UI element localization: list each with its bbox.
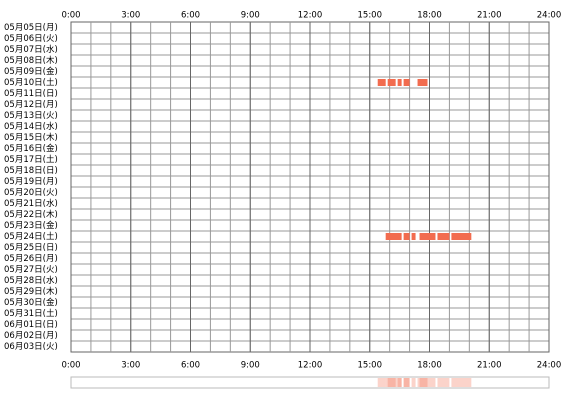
- row-label: 05月31日(土): [4, 308, 58, 319]
- row-label: 05月10日(土): [4, 77, 58, 88]
- x-tick-label: 21:00: [477, 11, 502, 21]
- row-label: 05月30日(金): [4, 297, 58, 308]
- activity-segment: [403, 233, 410, 240]
- row-label: 05月22日(木): [4, 209, 58, 220]
- row-label: 05月13日(火): [4, 111, 58, 121]
- row-label: 05月23日(金): [4, 220, 58, 231]
- x-tick-label: 18:00: [417, 361, 442, 371]
- row-label: 05月20日(火): [4, 188, 58, 198]
- row-label: 05月27日(火): [4, 265, 58, 275]
- row-label: 05月11日(日): [4, 89, 58, 99]
- activity-segment: [451, 233, 472, 240]
- row-label: 05月25日(日): [4, 243, 58, 253]
- x-tick-label: 3:00: [121, 11, 140, 21]
- summary-segment: [417, 378, 428, 387]
- row-label: 05月21日(水): [4, 198, 58, 209]
- row-label: 06月01日(日): [4, 320, 58, 330]
- summary-segment: [403, 378, 410, 387]
- x-tick-label: 18:00: [417, 11, 442, 21]
- activity-segment: [411, 233, 416, 240]
- row-label: 05月08日(木): [4, 55, 58, 66]
- x-tick-label: 0:00: [61, 11, 80, 21]
- activity-segment: [419, 233, 436, 240]
- row-label: 05月05日(月): [4, 23, 58, 33]
- row-label: 05月14日(水): [4, 121, 58, 132]
- x-tick-label: 9:00: [241, 11, 260, 21]
- summary-segment: [403, 378, 410, 387]
- activity-segment: [387, 79, 396, 86]
- row-label: 05月15日(木): [4, 132, 58, 143]
- summary-segment: [385, 378, 402, 387]
- activity-segment: [417, 79, 428, 86]
- summary-segment: [387, 378, 396, 387]
- activity-segment: [377, 79, 386, 86]
- x-tick-label: 3:00: [121, 361, 140, 371]
- x-tick-label: 15:00: [358, 11, 383, 21]
- row-label: 05月09日(金): [4, 66, 58, 77]
- row-label: 06月02日(月): [4, 331, 58, 341]
- summary-segment: [419, 378, 436, 387]
- row-label: 05月12日(月): [4, 100, 58, 110]
- row-label: 05月28日(水): [4, 275, 58, 286]
- row-label: 06月03日(火): [4, 342, 58, 352]
- row-label: 05月17日(土): [4, 154, 58, 165]
- activity-segment: [385, 233, 402, 240]
- row-label: 05月06日(火): [4, 34, 58, 44]
- summary-segment: [451, 378, 472, 387]
- x-tick-label: 12:00: [298, 361, 323, 371]
- activity-segment: [437, 233, 450, 240]
- x-tick-label: 12:00: [298, 11, 323, 21]
- x-tick-label: 24:00: [537, 11, 562, 21]
- row-label: 05月29日(木): [4, 286, 58, 297]
- row-label: 05月16日(金): [4, 143, 58, 154]
- x-tick-label: 6:00: [181, 361, 200, 371]
- summary-frame: [70, 376, 550, 389]
- row-label: 05月19日(月): [4, 177, 58, 187]
- x-tick-label: 15:00: [358, 361, 383, 371]
- row-label: 05月07日(水): [4, 44, 58, 55]
- summary-segment: [437, 378, 450, 387]
- x-tick-label: 9:00: [241, 361, 260, 371]
- summary-segment: [411, 378, 416, 387]
- row-label: 05月18日(日): [4, 166, 58, 176]
- activity-segment: [403, 79, 410, 86]
- row-label: 05月26日(月): [4, 254, 58, 264]
- row-label: 05月24日(土): [4, 231, 58, 242]
- x-tick-label: 0:00: [61, 361, 80, 371]
- x-tick-label: 6:00: [181, 11, 200, 21]
- summary-segment: [397, 378, 402, 387]
- x-tick-label: 24:00: [537, 361, 562, 371]
- activity-segment: [397, 79, 402, 86]
- x-tick-label: 21:00: [477, 361, 502, 371]
- summary-segment: [377, 378, 386, 387]
